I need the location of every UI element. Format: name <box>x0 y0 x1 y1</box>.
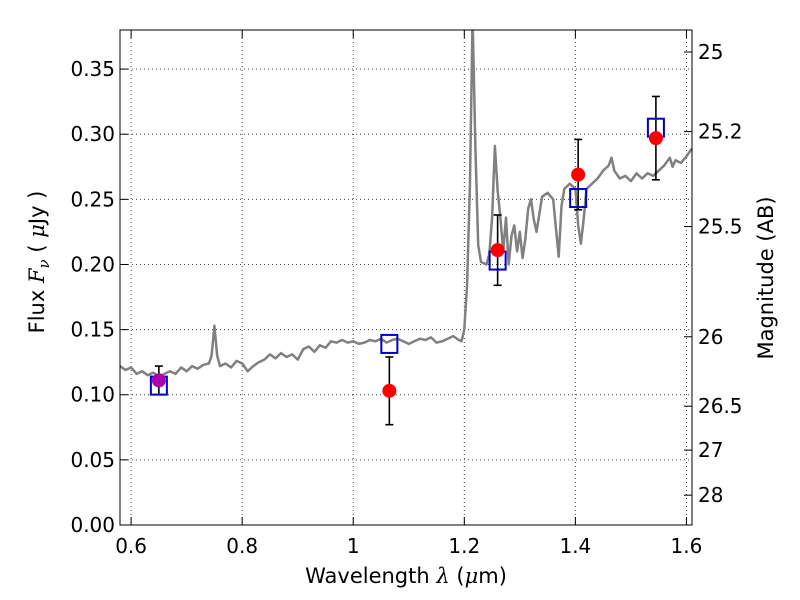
x-tick-label: 0.8 <box>226 534 258 558</box>
x-tick-labels: 0.6 0.8 1 1.2 1.4 1.6 <box>115 534 702 558</box>
observed-circle-marker <box>571 167 586 182</box>
y-axis-label: Flux Fν ( μJy ) <box>25 191 53 334</box>
y2-tick-label: 26 <box>698 325 723 349</box>
x-tick-label: 1 <box>347 534 360 558</box>
y2-axis-label: Magnitude (AB) <box>754 196 778 359</box>
y2-tick-label: 25.2 <box>698 120 743 144</box>
x-axis-label: Wavelength λ (μm) <box>305 564 507 588</box>
tick-marks <box>120 30 692 526</box>
y-tick-labels: 0.00 0.05 0.10 0.15 0.20 0.25 0.30 0.35 <box>70 57 115 537</box>
plot-background <box>120 30 692 525</box>
y-tick-label: 0.35 <box>70 57 115 81</box>
y-tick-label: 0.25 <box>70 187 115 211</box>
x-tick-label: 0.6 <box>115 534 147 558</box>
x-tick-label: 1.2 <box>448 534 480 558</box>
y-tick-label: 0.30 <box>70 122 115 146</box>
y2-tick-label: 25 <box>698 40 723 64</box>
model-square-marker <box>380 333 399 354</box>
plot-frame <box>119 29 693 526</box>
spectrum-line <box>120 30 692 378</box>
observed-circle-marker <box>151 373 166 388</box>
marker-layer <box>149 95 665 426</box>
y-tick-label: 0.00 <box>70 513 115 537</box>
spectrum-layer <box>120 30 692 378</box>
y2-tick-label: 26.5 <box>698 394 743 418</box>
y2-tick-labels: 25 25.2 25.5 26 26.5 27 28 <box>698 40 743 507</box>
y2-tick-label: 25.5 <box>698 215 743 239</box>
y-tick-label: 0.20 <box>70 252 115 276</box>
observed-circle-marker <box>490 243 505 258</box>
y-tick-label: 0.05 <box>70 448 115 472</box>
x-tick-label: 1.4 <box>559 534 591 558</box>
observed-circle-marker <box>648 131 663 146</box>
observed-circle-marker <box>382 383 397 398</box>
model-square-marker <box>569 188 588 209</box>
y2-tick-label: 27 <box>698 438 723 462</box>
x-tick-label: 1.6 <box>671 534 703 558</box>
y-tick-label: 0.15 <box>70 318 115 342</box>
y-tick-label: 0.10 <box>70 383 115 407</box>
y2-tick-label: 28 <box>698 483 723 507</box>
